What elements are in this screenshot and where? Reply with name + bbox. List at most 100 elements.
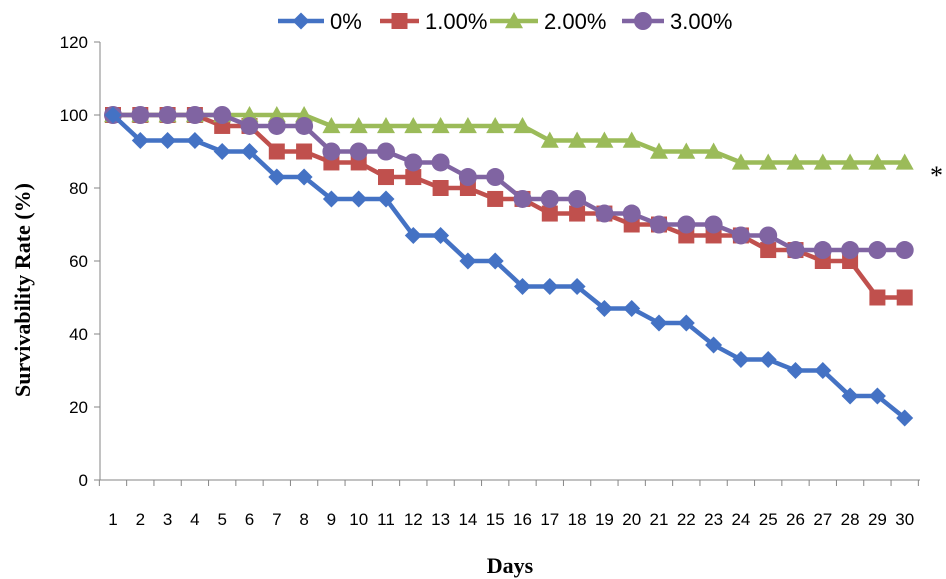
plot-area	[104, 106, 914, 427]
data-point	[731, 153, 750, 170]
data-point	[377, 190, 395, 208]
data-point	[514, 278, 531, 296]
legend-marker	[634, 12, 652, 30]
legend-label: 3.00%	[670, 9, 732, 34]
data-point	[813, 241, 832, 260]
data-point	[841, 153, 860, 170]
data-point	[431, 153, 450, 172]
data-point	[405, 169, 422, 186]
data-point	[650, 215, 668, 234]
data-point	[432, 180, 449, 196]
data-point	[568, 189, 587, 208]
data-point	[704, 215, 723, 234]
data-point	[813, 153, 832, 170]
x-tick-label: 9	[327, 510, 336, 529]
data-point	[622, 204, 641, 223]
data-point	[760, 242, 777, 259]
legend-item: 0%	[278, 9, 362, 34]
data-point	[868, 241, 887, 260]
x-tick-label: 17	[540, 510, 559, 529]
data-point	[377, 116, 395, 134]
data-point	[595, 131, 614, 148]
data-point	[213, 143, 231, 160]
data-point	[787, 362, 804, 379]
data-point	[486, 116, 505, 134]
data-point	[677, 142, 696, 159]
data-point	[240, 116, 259, 135]
data-point	[868, 153, 887, 170]
data-point	[404, 153, 423, 172]
data-point	[513, 189, 532, 208]
data-point	[869, 289, 886, 306]
y-tick-label: 40	[69, 325, 88, 344]
data-point	[732, 351, 750, 369]
data-point	[404, 116, 423, 134]
data-point	[841, 387, 859, 405]
x-tick-label: 24	[731, 510, 750, 529]
legend-item: 3.00%	[622, 9, 732, 34]
data-point	[759, 226, 778, 245]
x-tick-label: 29	[868, 510, 887, 529]
data-point	[458, 116, 477, 134]
legend-item: 1.00%	[380, 9, 487, 34]
y-axis-title: Survivability Rate (%)	[10, 183, 35, 397]
x-tick-label: 2	[136, 510, 145, 529]
x-axis-title: Days	[487, 553, 534, 578]
data-point	[896, 289, 913, 306]
x-tick-label: 30	[895, 510, 914, 529]
data-point	[650, 142, 668, 159]
y-tick-label: 100	[60, 106, 88, 125]
data-point	[267, 116, 286, 135]
data-point	[541, 278, 559, 296]
legend-marker	[391, 13, 408, 29]
y-tick-label: 120	[60, 33, 88, 52]
data-point	[432, 226, 450, 244]
data-point	[185, 106, 204, 124]
data-point	[158, 106, 177, 124]
x-tick-label: 25	[759, 510, 778, 529]
legend-label: 1.00%	[425, 9, 487, 34]
data-point	[267, 106, 286, 123]
data-point	[568, 131, 587, 148]
x-tick-label: 20	[622, 510, 641, 529]
y-axis: 0 20 40 60 80 100 120	[60, 33, 101, 490]
series-2	[104, 106, 914, 170]
data-point	[431, 116, 450, 134]
series-line	[113, 112, 905, 165]
data-point	[268, 143, 285, 160]
x-tick-label: 11	[377, 510, 395, 529]
series-0	[104, 106, 914, 427]
x-tick-label: 4	[190, 510, 199, 529]
data-point	[895, 241, 914, 260]
data-point	[487, 190, 504, 207]
x-tick-label: 7	[272, 510, 281, 529]
x-tick-label: 6	[245, 510, 254, 529]
data-point	[595, 204, 614, 223]
data-point	[677, 215, 696, 234]
data-point	[731, 226, 750, 245]
data-point	[295, 106, 314, 123]
x-tick-label: 3	[163, 510, 172, 529]
x-tick-label: 18	[568, 510, 587, 529]
series-line	[113, 112, 905, 300]
data-point	[704, 142, 723, 159]
x-tick-label: 26	[786, 510, 805, 529]
data-point	[541, 205, 558, 222]
data-point	[623, 299, 641, 317]
legend-label: 2.00%	[544, 9, 606, 34]
data-point	[186, 132, 204, 150]
x-tick-label: 5	[217, 510, 226, 529]
data-point	[458, 168, 477, 187]
x-tick-label: 12	[404, 510, 423, 529]
data-point	[786, 241, 805, 260]
data-point	[677, 314, 695, 332]
y-tick-label: 60	[69, 252, 88, 271]
data-point	[569, 205, 586, 222]
data-point	[486, 252, 504, 270]
data-point	[786, 153, 805, 170]
data-point	[322, 116, 341, 134]
data-point	[350, 190, 368, 208]
data-point	[349, 142, 368, 161]
data-point	[268, 168, 286, 186]
